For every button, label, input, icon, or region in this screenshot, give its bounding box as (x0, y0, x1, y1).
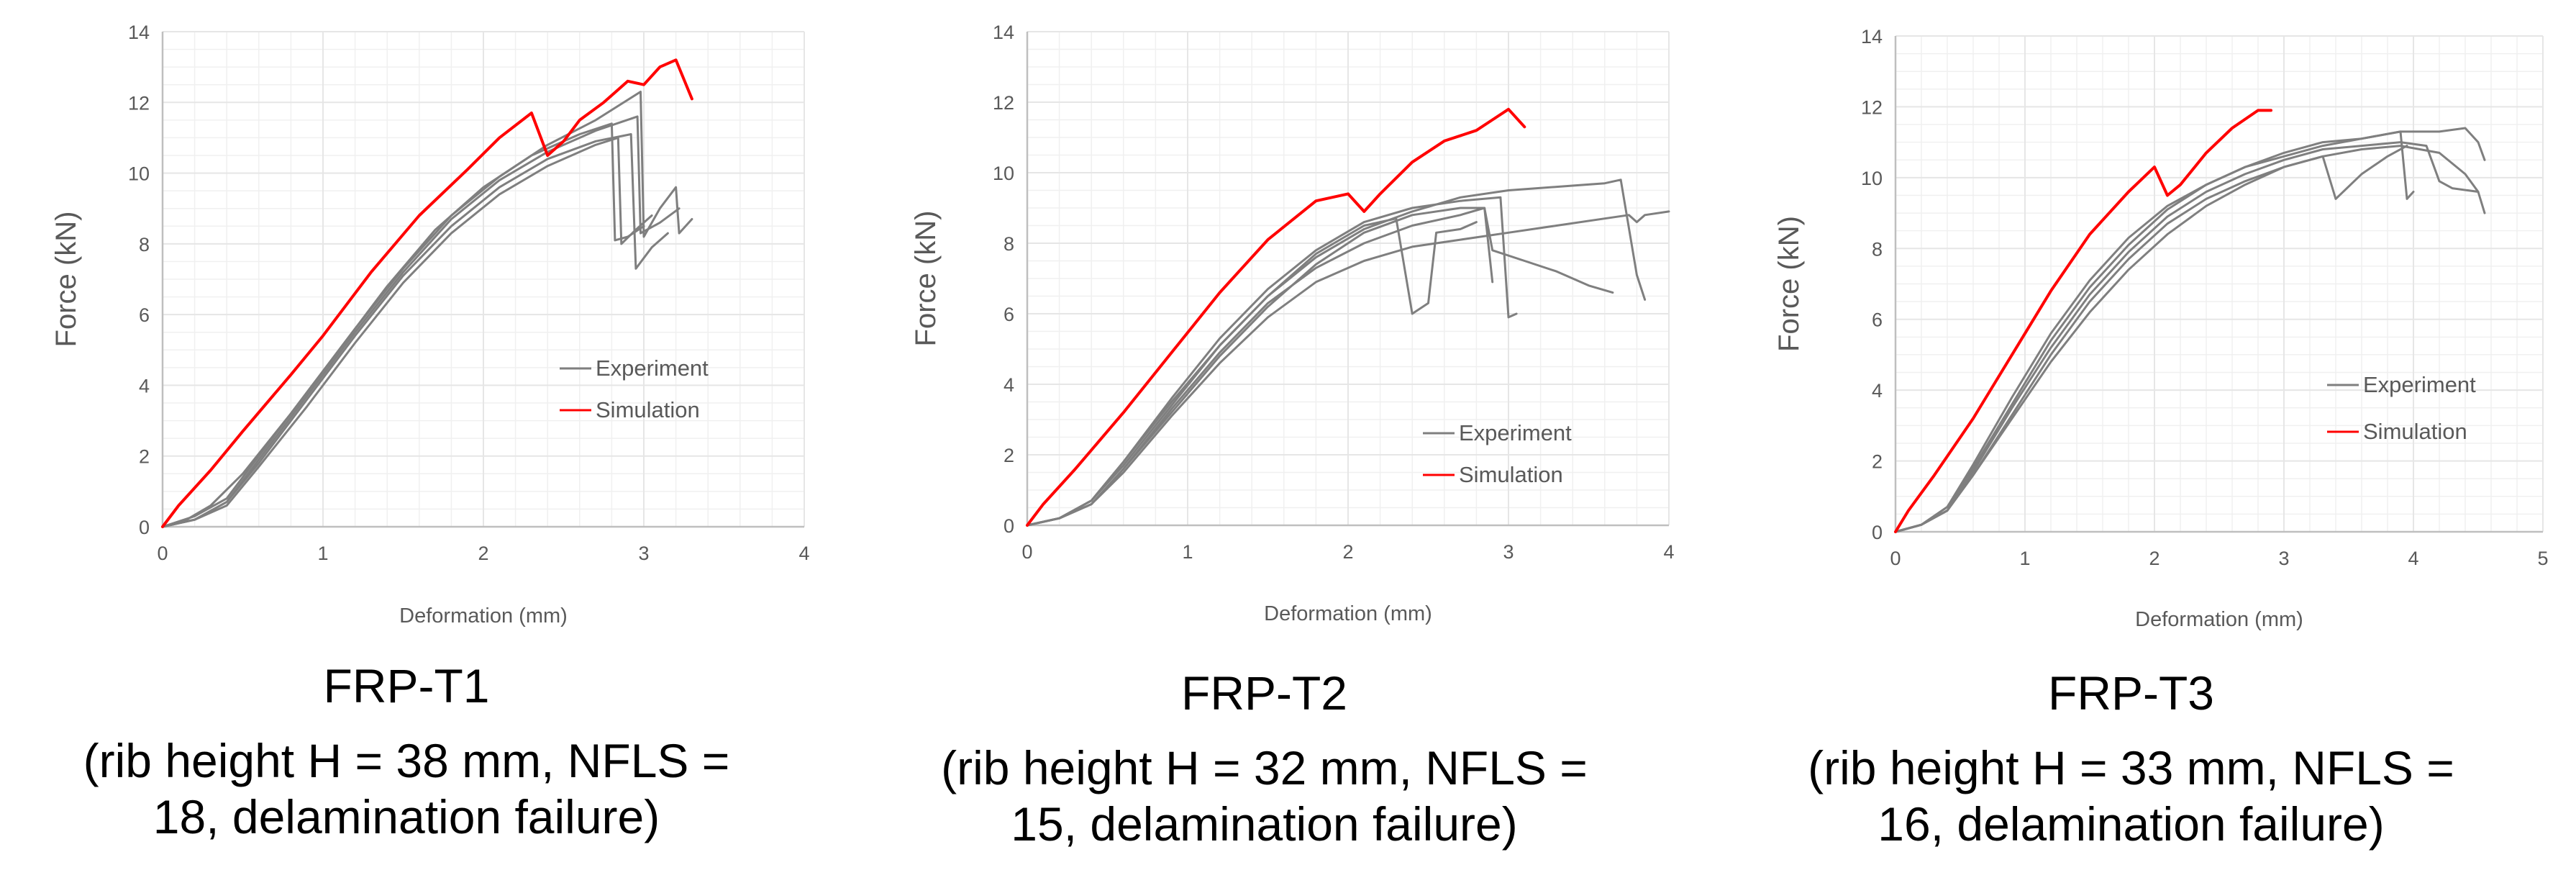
caption-name: FRP-T2 (1181, 666, 1347, 720)
y-tick-label: 2 (139, 446, 150, 468)
caption-line-2: 18, delamination failure) (153, 789, 660, 843)
y-tick-label: 14 (128, 22, 150, 43)
x-tick-label: 2 (2149, 548, 2159, 569)
caption-name: FRP-T3 (2048, 666, 2214, 720)
y-tick-label: 8 (139, 234, 150, 255)
experiment-series-line (161, 115, 681, 528)
chart-panel-frp-t1: 0 1 2 3 4 0 2 4 6 8 10 12 14 Deformation (mm) Force (k… (0, 0, 860, 888)
experiment-series-line (1894, 141, 2480, 533)
x-tick-label: 1 (1182, 541, 1193, 563)
x-tick-label: 4 (1663, 541, 1674, 563)
experiment-series-line (1026, 178, 1647, 527)
caption-name: FRP-T1 (323, 659, 490, 712)
legend-experiment-label: Experiment (2363, 372, 2476, 397)
legend-experiment-label: Experiment (596, 355, 709, 381)
y-tick-label: 6 (1872, 309, 1883, 331)
y-tick-label: 0 (1872, 522, 1883, 543)
y-tick-label: 8 (1003, 233, 1014, 255)
simulation-series-line (1026, 107, 1526, 527)
experiment-series-line (1894, 127, 2486, 533)
y-axis-title: Force (kN) (910, 211, 942, 347)
caption-frp-t2: FRP-T2 (rib height H = 32 mm, NFLS = 15,… (860, 666, 1669, 853)
x-axis-title: Deformation (mm) (399, 604, 568, 628)
experiment-series-line (161, 133, 669, 528)
experiment-series-line (1026, 210, 1670, 527)
x-tick-label: 3 (1503, 541, 1514, 563)
x-axis-title: Deformation (mm) (1264, 602, 1432, 625)
x-tick-label: 5 (2537, 548, 2548, 569)
experiment-series-line (1026, 207, 1614, 527)
y-tick-label: 12 (128, 92, 150, 114)
experiment-series-line (161, 91, 693, 528)
y-tick-label: 2 (1003, 445, 1014, 466)
x-tick-label: 4 (2408, 548, 2418, 569)
legend-simulation-label: Simulation (596, 397, 700, 422)
x-tick-label: 3 (638, 543, 649, 564)
x-tick-label: 3 (2278, 548, 2289, 569)
experiment-series-line (161, 136, 653, 528)
caption-line-1: (rib height H = 38 mm, NFLS = (83, 733, 730, 787)
legend-simulation-label: Simulation (1459, 462, 1563, 487)
x-tick-label: 1 (2019, 548, 2030, 569)
experiment-series-line (161, 122, 645, 528)
y-tick-label: 10 (993, 163, 1014, 184)
y-tick-label: 14 (1861, 26, 1883, 47)
y-tick-label: 4 (1003, 374, 1014, 396)
y-axis-title: Force (kN) (50, 212, 82, 348)
caption-frp-t3: FRP-T3 (rib height H = 33 mm, NFLS = 16,… (1719, 666, 2543, 853)
experiment-series-line (1894, 145, 2486, 533)
x-tick-label: 2 (478, 543, 488, 564)
y-tick-label: 0 (139, 517, 150, 538)
x-tick-label: 0 (1890, 548, 1901, 569)
chart-panel-frp-t2: 0 1 2 3 4 0 2 4 6 8 10 12 14 Deformation (mm) Force (k… (860, 0, 1719, 888)
x-tick-label: 2 (1342, 541, 1353, 563)
caption-line-2: 16, delamination failure) (1878, 797, 2385, 851)
y-tick-label: 6 (139, 304, 150, 326)
legend-experiment-label: Experiment (1459, 420, 1572, 445)
experiment-series-line (1026, 196, 1518, 527)
y-tick-label: 12 (1861, 96, 1883, 118)
y-tick-label: 0 (1003, 515, 1014, 537)
y-tick-label: 4 (139, 375, 150, 397)
caption-frp-t1: FRP-T1 (rib height H = 38 mm, NFLS = 18,… (0, 658, 813, 846)
y-tick-label: 10 (1861, 168, 1883, 189)
caption-line-1: (rib height H = 33 mm, NFLS = (1808, 740, 2454, 794)
chart-panel-frp-t3: 0 1 2 3 4 5 0 2 4 6 8 10 12 14 Deformation (mm) Force (… (1719, 0, 2576, 888)
experiment-series-line (1894, 130, 2415, 533)
x-axis-title: Deformation (mm) (2135, 608, 2303, 631)
simulation-series-line (161, 58, 693, 528)
x-tick-label: 0 (157, 543, 168, 564)
caption-line-1: (rib height H = 32 mm, NFLS = (941, 740, 1588, 794)
y-tick-label: 4 (1872, 380, 1883, 402)
y-tick-label: 10 (128, 163, 150, 185)
y-axis-title: Force (kN) (1773, 216, 1805, 352)
y-tick-label: 6 (1003, 304, 1014, 325)
x-tick-label: 1 (317, 543, 328, 564)
simulation-series-line (1894, 109, 2272, 533)
x-tick-label: 0 (1021, 541, 1032, 563)
y-tick-label: 12 (993, 92, 1014, 114)
y-tick-label: 8 (1872, 238, 1883, 260)
y-tick-label: 2 (1872, 451, 1883, 473)
caption-line-2: 15, delamination failure) (1011, 797, 1518, 851)
legend-simulation-label: Simulation (2363, 419, 2467, 444)
y-tick-label: 14 (993, 22, 1014, 43)
x-tick-label: 4 (798, 543, 809, 564)
